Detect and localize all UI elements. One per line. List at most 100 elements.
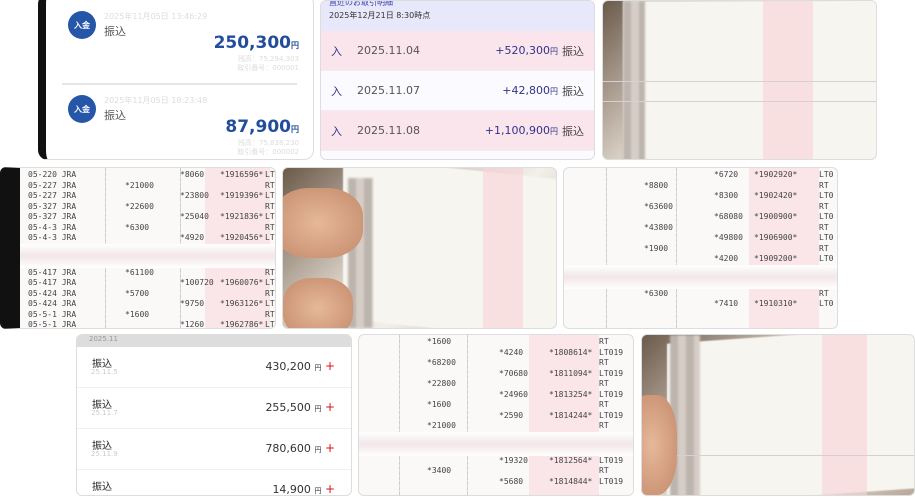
passbook-row: 05-227 JRA *21000 RT — [20, 181, 275, 192]
passbook-bal: *1919396* — [220, 191, 264, 200]
passbook-d: 05-424 JRA — [28, 288, 77, 298]
date: 2025.11.04 — [357, 44, 420, 57]
passbook-c: LT019 — [599, 410, 624, 420]
passbook-c: LT53 — [265, 299, 275, 308]
passbook-w: *1600 — [427, 400, 452, 409]
passbook-dep: *8060 — [180, 170, 205, 179]
passbook-row: 05-4-3 JRA *6300 RT — [20, 223, 275, 234]
passbook-d: 05-4-3 JRA — [28, 222, 77, 232]
result-passbook-lt0[interactable]: *6720 *1902920* LT0 *8800 RT *8300 *1902420* LT… — [563, 167, 838, 329]
passbook-c: LT0 — [819, 299, 834, 308]
io: 入 — [331, 124, 342, 138]
passbook-c: LT019 — [599, 389, 624, 399]
page-fold — [20, 243, 275, 268]
passbook-d: 05-5-1 JRA — [28, 320, 77, 329]
passbook-bal: *1900900* — [754, 212, 798, 221]
date: 2025.11.08 — [357, 124, 420, 137]
passbook-row: 05-327 JRA *22600 RT — [20, 202, 275, 213]
passbook-w: *61100 — [125, 267, 154, 277]
kind: 振込 — [104, 25, 126, 38]
passbook-bal: *1963126* — [220, 299, 264, 308]
amount: 780,600 円 + — [265, 441, 335, 455]
passbook-c: LT01 — [265, 320, 275, 329]
passbook-bal: *1813254* — [549, 389, 593, 399]
passbook-dep: *7410 — [714, 299, 739, 308]
passbook-w: *6300 — [125, 222, 150, 232]
passbook-d: 05-327 JRA — [28, 201, 77, 211]
passbook-w: *5700 — [125, 288, 150, 298]
result-passbook-lt019[interactable]: *1600 RT *4240 *1808614* LT019 *68200 RT *70680… — [358, 334, 634, 496]
passbook-row: 05-417 JRA *61100 RT — [20, 268, 275, 279]
passbook-row: 05-4-3 JRA *4920 *1920456*LT01 — [20, 233, 275, 244]
passbook-c: RT — [819, 243, 829, 253]
amount: 430,200 円 + — [265, 359, 335, 373]
result-bank-app-deposits[interactable]: 入金 2025年11月05日 13:46:29 振込 250,300円 残高：7… — [38, 0, 314, 160]
passbook-bal: *1811094* — [549, 368, 593, 378]
result-passbook-hand-photo-2[interactable] — [641, 334, 915, 496]
transactions-header: 直近のお取引明細 2025年12月21日 8:30時点 — [321, 1, 594, 31]
passbook-d: 05-5-1 JRA — [28, 309, 77, 319]
deposit-item: 入金 2025年11月05日 13:46:29 振込 250,300円 残高：7… — [46, 1, 313, 83]
amount: 14,900 円 + — [272, 482, 335, 496]
passbook-dep: *9750 — [180, 299, 205, 308]
passbook-w: *22800 — [427, 379, 456, 388]
kind: 振込 — [92, 400, 112, 411]
passbook-bal: *1921836* — [220, 212, 264, 221]
passbook-dep: *4200 — [714, 254, 739, 263]
result-passbook-photo[interactable] — [602, 0, 877, 160]
amount: +1,100,900円 — [484, 124, 558, 137]
passbook-bal: *1960076* — [220, 278, 264, 287]
deposit-badge: 入金 — [68, 11, 96, 39]
passbook-row: 05-220 JRA *8060 *1916596*LT01 — [20, 170, 275, 181]
passbook-row: *49800 *1906900* LT0 — [564, 233, 837, 244]
io: 入 — [331, 84, 342, 98]
result-passbook-hand-photo[interactable] — [282, 167, 557, 329]
type: 振込 — [562, 44, 584, 58]
transaction-row: 入 2025.11.04 +520,300円 振込 — [321, 31, 594, 71]
passbook-dep: *24960 — [499, 389, 528, 399]
amount: +520,300円 — [495, 44, 558, 57]
passbook-dep: *23800 — [180, 191, 209, 200]
passbook-w: *1600 — [125, 309, 150, 319]
passbook-row: *1600 RT — [359, 337, 633, 348]
result-passbook-jra[interactable]: 05-220 JRA*8060*1916596*LT0105-227 JRA*2… — [0, 167, 276, 329]
passbook-c: LT01 — [265, 233, 275, 242]
passbook-row: *8300 *1902420* LT0 — [564, 191, 837, 202]
details: 残高：75,294,303 取引番号：000001 — [237, 55, 299, 72]
passbook-c: RT — [599, 337, 609, 346]
result-recent-transactions[interactable]: 直近のお取引明細 2025年12月21日 8:30時点 入 2025.11.04 +… — [320, 0, 595, 160]
date: 25.11.7 — [91, 409, 118, 417]
passbook-c: LT0 — [819, 254, 834, 263]
passbook-dep: *2590 — [499, 410, 524, 420]
column-divider — [676, 168, 677, 328]
passbook-dep: *6720 — [714, 170, 739, 179]
passbook-w: *43800 — [644, 222, 673, 232]
passbook-row: *2590 *1814244* LT019 — [359, 411, 633, 422]
result-app-transfer-list[interactable]: 2025.11 振込 25.11.5 430,200 円 + 振込 25.11.7 25… — [76, 334, 352, 496]
balance-column-shade — [749, 168, 819, 328]
passbook-d: 05-4-3 JRA — [28, 233, 77, 242]
passbook-c: RT — [819, 201, 829, 211]
passbook-dep: *68080 — [714, 212, 743, 221]
passbook-bal: *1902920* — [754, 170, 798, 179]
type: 振込 — [562, 84, 584, 98]
passbook-d: 05-417 JRA — [28, 278, 77, 287]
passbook-dep: *5680 — [499, 476, 524, 486]
passbook-w: *22600 — [125, 201, 154, 211]
passbook-row: *63600 RT — [564, 202, 837, 213]
kind: 振込 — [104, 109, 126, 122]
passbook-c: LT019 — [599, 455, 624, 465]
transfer-row: 振込 25.11.9 780,600 円 + — [77, 429, 351, 470]
passbook-row: *7410 *1910310* LT0 — [564, 299, 837, 310]
passbook-row: *21000 RT — [359, 421, 633, 432]
passbook-w: *1900 — [644, 243, 669, 253]
passbook-w: *6300 — [644, 288, 669, 298]
passbook-w: *21000 — [427, 421, 456, 430]
column-divider — [606, 168, 607, 328]
column-divider — [467, 335, 468, 495]
passbook-dep: *4240 — [499, 347, 524, 357]
passbook-c: RT — [599, 379, 609, 388]
transfer-row: 振込 14,900 円 + — [77, 470, 351, 496]
passbook-bal: *1902420* — [754, 191, 798, 200]
passbook-c: RT — [599, 466, 609, 475]
